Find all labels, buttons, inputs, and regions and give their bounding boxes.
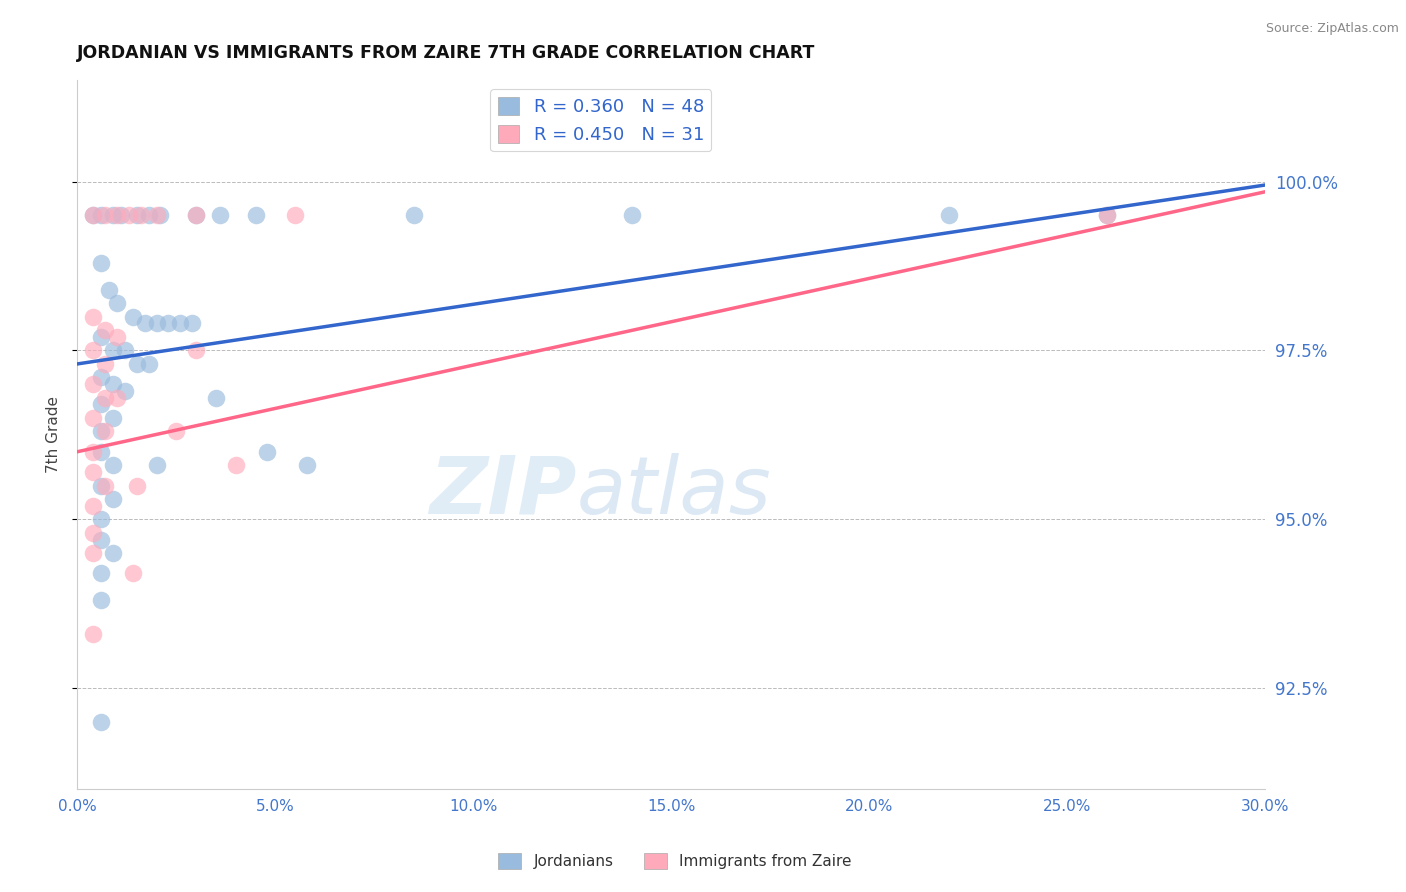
Point: [105, 391, 128, 405]
Text: JORDANIAN VS IMMIGRANTS FROM ZAIRE 7TH GRADE CORRELATION CHART: JORDANIAN VS IMMIGRANTS FROM ZAIRE 7TH G…: [77, 45, 815, 62]
Point: [186, 208, 208, 222]
Point: [105, 330, 128, 344]
Point: [121, 310, 143, 324]
Point: [94, 208, 117, 222]
Point: [82, 208, 104, 222]
Point: [90, 714, 112, 729]
Point: [1095, 208, 1118, 222]
Point: [98, 283, 121, 297]
Point: [82, 627, 104, 641]
Point: [145, 458, 167, 473]
Point: [169, 317, 191, 331]
Point: [90, 330, 112, 344]
Point: [284, 208, 307, 222]
Point: [145, 208, 167, 222]
Point: [82, 310, 104, 324]
Point: [82, 525, 104, 540]
Point: [82, 208, 104, 222]
Point: [620, 208, 643, 222]
Text: atlas: atlas: [576, 452, 770, 531]
Point: [90, 533, 112, 547]
Point: [186, 343, 208, 358]
Point: [114, 384, 136, 398]
Point: [121, 566, 143, 581]
Point: [90, 593, 112, 607]
Point: [82, 499, 104, 513]
Point: [101, 343, 124, 358]
Point: [90, 425, 112, 439]
Point: [90, 478, 112, 492]
Point: [134, 317, 156, 331]
Point: [165, 425, 187, 439]
Point: [101, 208, 124, 222]
Point: [90, 444, 112, 458]
Point: [256, 444, 278, 458]
Point: [101, 377, 124, 392]
Point: [149, 208, 172, 222]
Point: [1095, 208, 1118, 222]
Point: [82, 444, 104, 458]
Point: [101, 546, 124, 560]
Point: [101, 458, 124, 473]
Point: [94, 478, 117, 492]
Point: [114, 343, 136, 358]
Point: [90, 512, 112, 526]
Y-axis label: 7th Grade: 7th Grade: [45, 396, 60, 474]
Point: [94, 357, 117, 371]
Point: [402, 208, 425, 222]
Point: [105, 208, 128, 222]
Legend: R = 0.360   N = 48, R = 0.450   N = 31: R = 0.360 N = 48, R = 0.450 N = 31: [491, 89, 711, 152]
Point: [938, 208, 960, 222]
Point: [138, 208, 160, 222]
Point: [94, 425, 117, 439]
Point: [94, 391, 117, 405]
Point: [181, 317, 204, 331]
Point: [82, 465, 104, 479]
Point: [82, 546, 104, 560]
Point: [90, 370, 112, 384]
Point: [105, 296, 128, 310]
Point: [295, 458, 318, 473]
Point: [186, 208, 208, 222]
Point: [110, 208, 132, 222]
Point: [82, 377, 104, 392]
Point: [145, 317, 167, 331]
Point: [157, 317, 180, 331]
Point: [138, 357, 160, 371]
Text: Source: ZipAtlas.com: Source: ZipAtlas.com: [1265, 22, 1399, 36]
Point: [101, 491, 124, 506]
Point: [125, 478, 148, 492]
Point: [118, 208, 141, 222]
Point: [90, 397, 112, 411]
Point: [90, 255, 112, 269]
Point: [101, 411, 124, 425]
Point: [129, 208, 152, 222]
Point: [94, 323, 117, 337]
Point: [245, 208, 267, 222]
Text: ZIP: ZIP: [429, 452, 576, 531]
Point: [208, 208, 231, 222]
Point: [225, 458, 247, 473]
Point: [82, 343, 104, 358]
Point: [125, 208, 148, 222]
Point: [90, 566, 112, 581]
Point: [125, 357, 148, 371]
Point: [82, 411, 104, 425]
Legend: Jordanians, Immigrants from Zaire: Jordanians, Immigrants from Zaire: [492, 847, 858, 875]
Point: [90, 208, 112, 222]
Point: [205, 391, 228, 405]
